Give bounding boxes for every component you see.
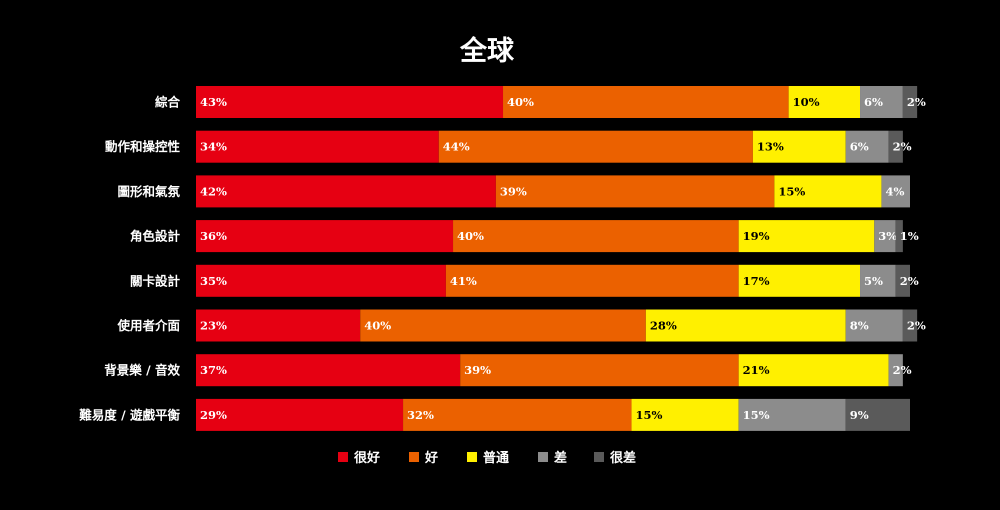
data-label: 36% (200, 229, 227, 243)
bar-segment (438, 130, 753, 163)
bar-segment (895, 220, 903, 253)
bar-segment (503, 86, 789, 118)
data-label: 15% (743, 408, 770, 422)
bar-segment (738, 398, 846, 431)
legend-swatch (338, 452, 348, 462)
data-label: 28% (650, 319, 677, 333)
data-label: 6% (850, 140, 869, 154)
bar-segment (888, 354, 903, 387)
data-label: 13% (757, 140, 784, 154)
chart-title: 全球 (459, 35, 515, 67)
bar-segment (860, 264, 896, 297)
bar-segment (888, 130, 903, 163)
data-label: 39% (500, 184, 527, 198)
data-label: 8% (850, 319, 869, 333)
data-label: 10% (793, 95, 820, 109)
data-label: 29% (200, 408, 227, 422)
bar-segment (631, 398, 739, 431)
data-label: 39% (464, 363, 491, 377)
data-label: 40% (364, 319, 391, 333)
category-label: 關卡設計 (130, 273, 181, 288)
category-label: 難易度 / 遊戲平衡 (79, 407, 180, 422)
bar-segment (738, 354, 889, 387)
bar-segment (788, 86, 861, 118)
data-label: 2% (907, 95, 926, 109)
data-label: 9% (850, 408, 869, 422)
bar-segment (874, 220, 896, 253)
bars-group: 綜合 43% 40% 10% 6% 2% 動作和操控性 34% 44% 13% 6% 2% 圖形和氣氛 4… (79, 86, 926, 431)
data-label: 23% (200, 319, 227, 333)
bar-segment (895, 264, 910, 297)
bar-segment (196, 264, 446, 297)
bar-segment (845, 398, 910, 431)
data-label: 15% (636, 408, 663, 422)
bar-segment (196, 86, 504, 118)
bar-segment (495, 175, 775, 208)
legend-entry: 很差 (610, 450, 636, 466)
legend-swatch (594, 452, 604, 462)
category-label: 綜合 (155, 95, 181, 110)
bar-segment (196, 398, 404, 431)
data-label: 43% (200, 95, 227, 109)
bar-segment (196, 309, 361, 342)
bar-segment (196, 220, 454, 253)
bar-segment (845, 130, 889, 163)
data-label: 3% (878, 229, 897, 243)
data-label: 44% (443, 140, 470, 154)
category-label: 背景樂 / 音效 (104, 363, 180, 378)
category-label: 動作和操控性 (105, 139, 181, 154)
legend-entry: 普通 (483, 450, 509, 466)
category-label: 角色設計 (130, 229, 181, 244)
data-label: 19% (743, 229, 770, 243)
bar-segment (403, 398, 632, 431)
data-label: 4% (885, 184, 904, 198)
data-label: 2% (893, 363, 912, 377)
bar-segment (738, 220, 875, 253)
bar-segment (360, 309, 646, 342)
data-label: 5% (864, 274, 883, 288)
data-label: 34% (200, 140, 227, 154)
data-label: 2% (900, 274, 919, 288)
data-label: 35% (200, 274, 227, 288)
bar-segment (460, 354, 739, 387)
bar-segment (860, 86, 903, 118)
legend-entry: 很好 (354, 450, 380, 466)
bar-segment (453, 220, 739, 253)
category-label: 使用者介面 (116, 318, 180, 333)
data-label: 1% (900, 229, 919, 243)
bar-segment (752, 130, 846, 163)
bar-segment (645, 309, 846, 342)
legend-swatch (538, 452, 548, 462)
legend: 很好 好 普通 差 很差 (338, 450, 636, 466)
data-label: 40% (507, 95, 534, 109)
data-label: 41% (450, 274, 477, 288)
data-label: 37% (200, 363, 227, 377)
bar-segment (881, 175, 910, 208)
data-label: 40% (457, 229, 484, 243)
bar-segment (902, 309, 918, 342)
legend-swatch (467, 452, 477, 462)
data-label: 2% (893, 140, 912, 154)
category-label: 圖形和氣氛 (117, 184, 180, 199)
bar-segment (738, 264, 861, 297)
bar-segment (902, 86, 918, 118)
bar-segment (445, 264, 739, 297)
bar-segment (774, 175, 882, 208)
legend-entry: 差 (554, 450, 567, 466)
data-label: 42% (200, 184, 227, 198)
data-label: 32% (407, 408, 434, 422)
legend-swatch (409, 452, 419, 462)
data-label: 17% (743, 274, 770, 288)
bar-segment (845, 309, 903, 342)
data-label: 21% (743, 363, 770, 377)
bar-segment (196, 130, 439, 163)
data-label: 6% (864, 95, 883, 109)
data-label: 15% (778, 184, 805, 198)
legend-entry: 好 (424, 450, 438, 466)
data-label: 2% (907, 319, 926, 333)
bar-segment (196, 175, 496, 208)
bar-segment (196, 354, 461, 387)
